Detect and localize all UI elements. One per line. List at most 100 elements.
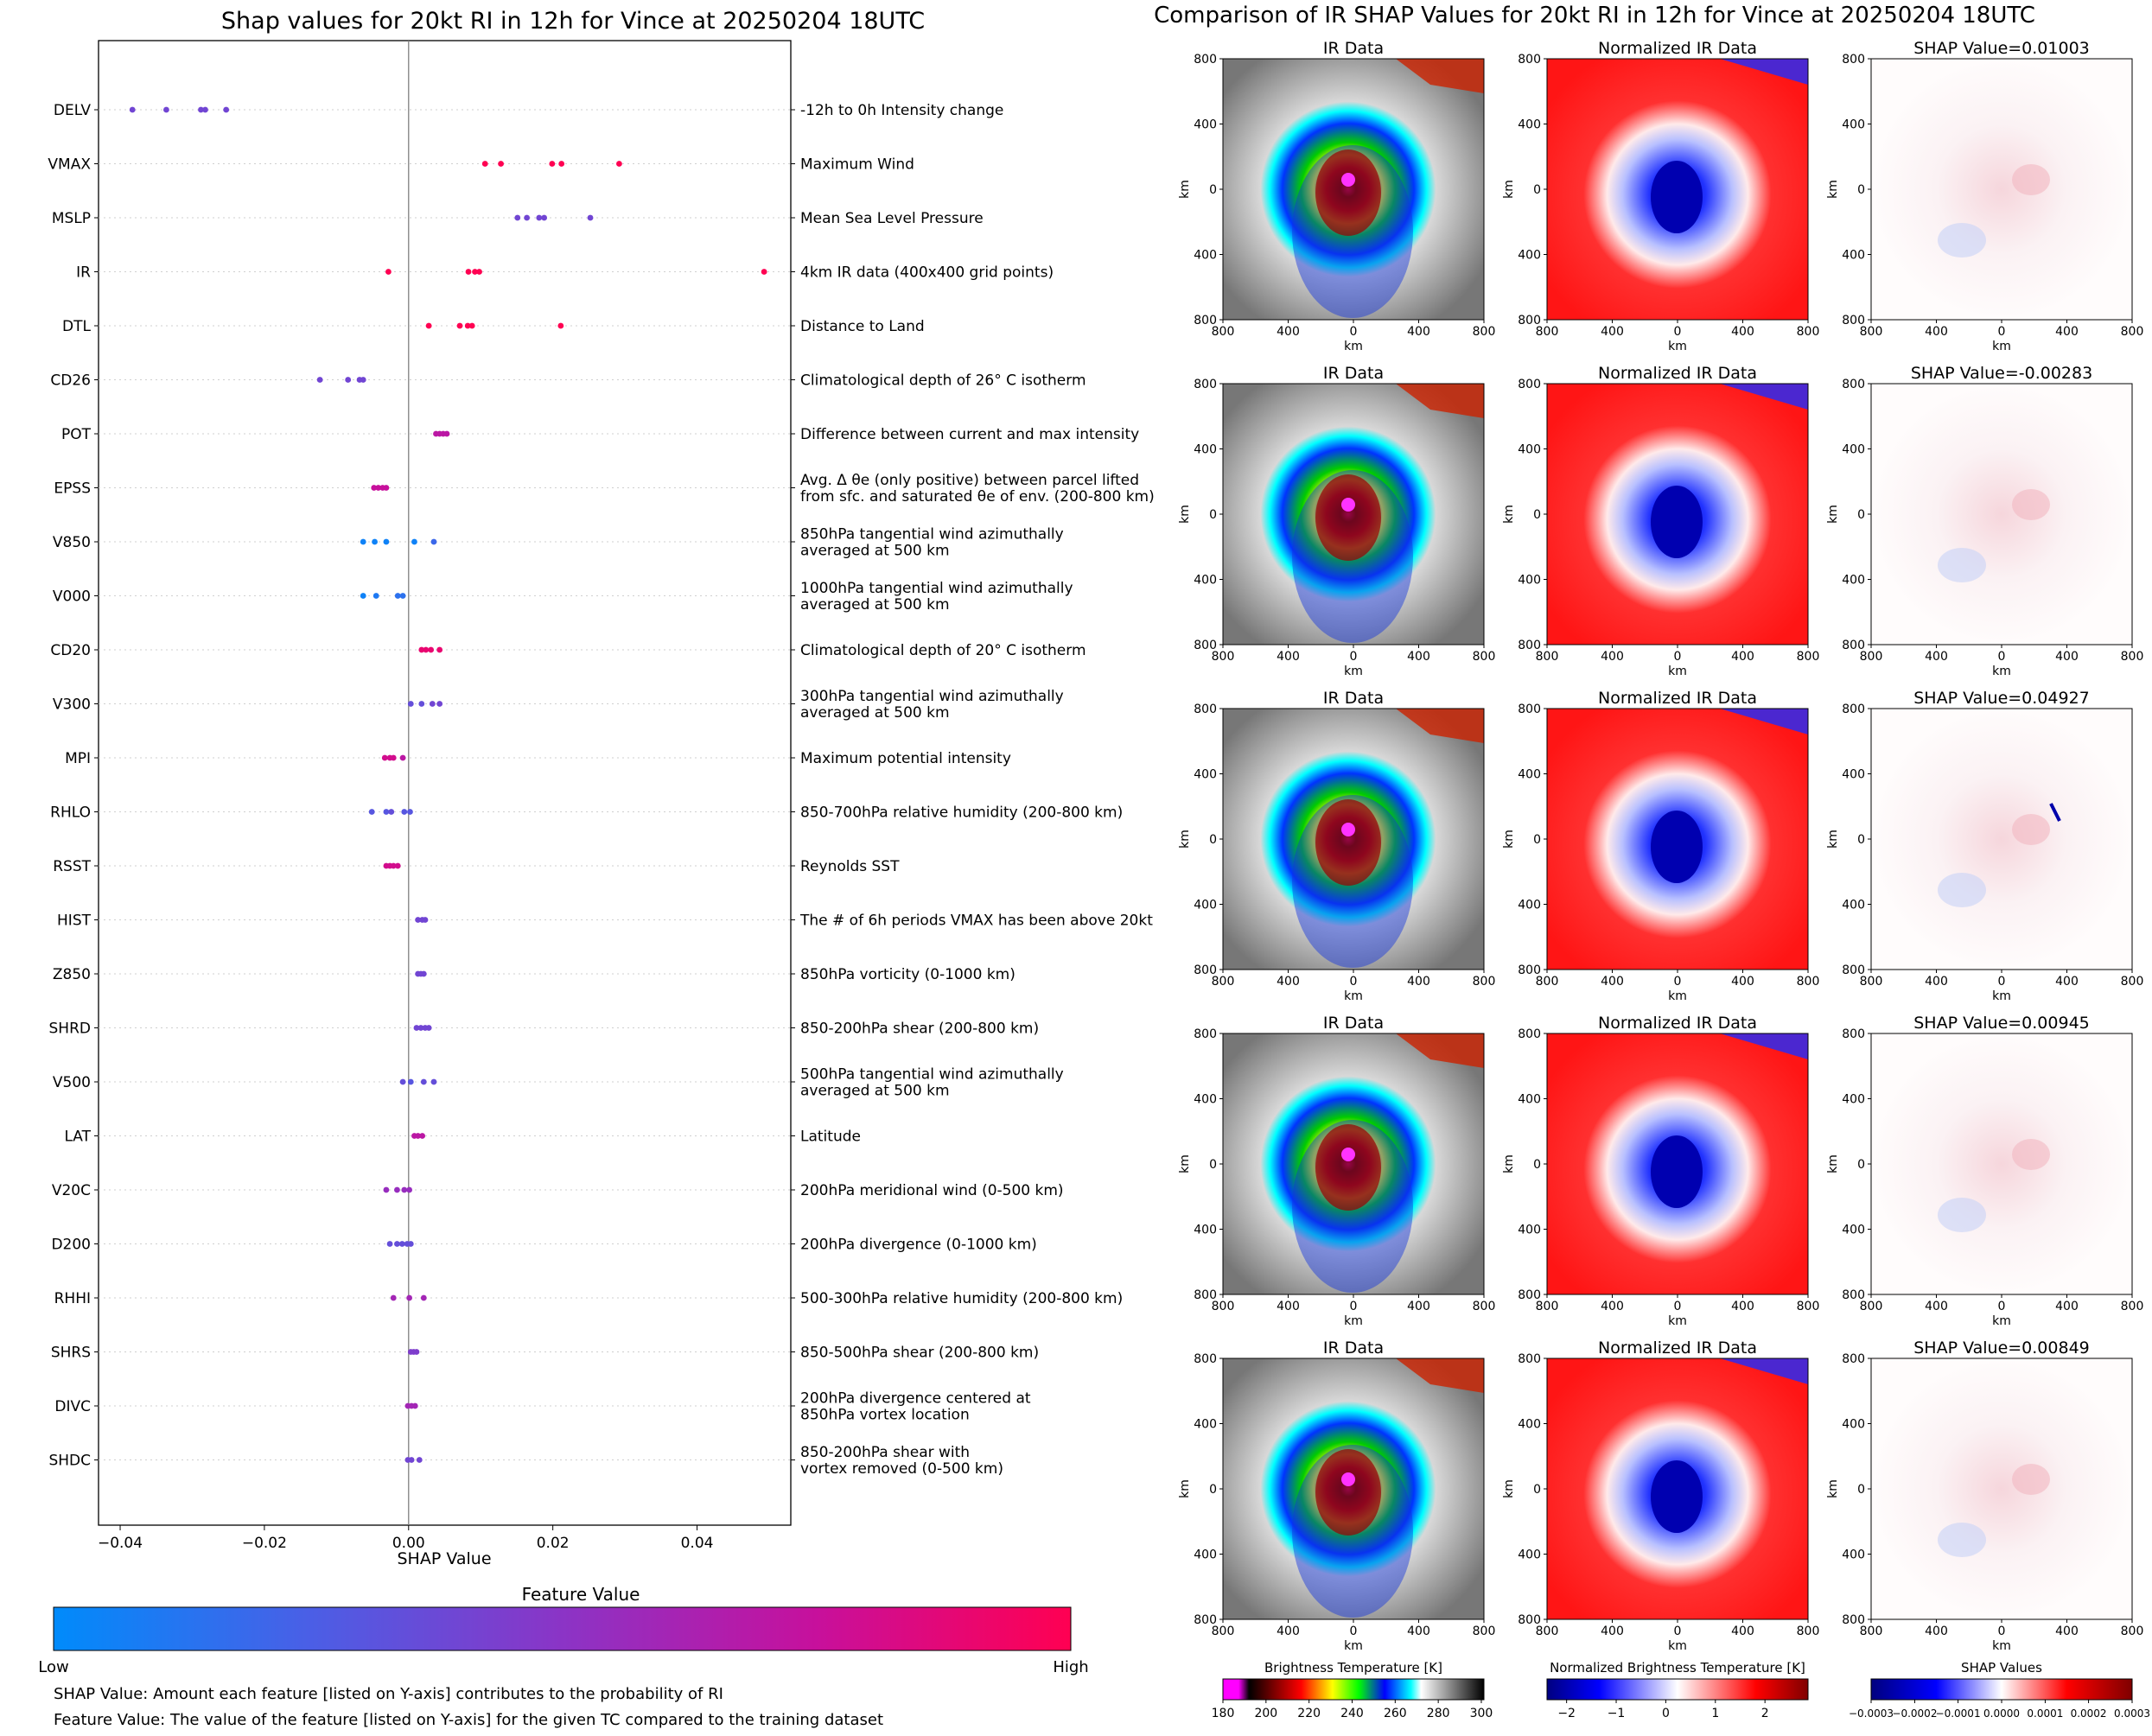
y-axis-label: km	[1178, 1154, 1192, 1173]
feature-name-label: CD26	[50, 372, 91, 390]
y-tick-label: 0	[1857, 1158, 1865, 1172]
feature-description-label: Reynolds SST	[800, 858, 900, 875]
feature-description-label: Difference between current and max inten…	[800, 426, 1139, 443]
shap-point	[430, 1078, 437, 1085]
shap-point	[420, 970, 427, 977]
x-tick-label: 400	[1407, 325, 1430, 339]
y-tick-label: 0	[1209, 1158, 1217, 1172]
y-tick-label: 0	[1209, 508, 1217, 522]
panel-title: IR Data	[1323, 1014, 1384, 1033]
y-tick-label: 400	[1194, 899, 1217, 913]
y-tick-label: 800	[1842, 703, 1865, 716]
feature-name-label: EPSS	[54, 480, 91, 498]
y-tick-label: 800	[1518, 639, 1541, 652]
panel-title: SHAP Value=0.00849	[1913, 1339, 2090, 1358]
shap-point	[464, 322, 471, 329]
feature-name-label: V000	[53, 588, 91, 606]
x-tick-label: 400	[2055, 650, 2079, 664]
feature-row-cd20: CD20 Climatological depth of 20° C isothe…	[50, 642, 1086, 659]
y-tick-label: 800	[1194, 703, 1217, 716]
shap-values-colorbar	[1870, 1678, 2133, 1701]
shap-point	[390, 754, 397, 761]
x-tick-label: 400	[1407, 975, 1430, 989]
y-tick-label: 400	[1194, 1093, 1217, 1107]
shap-value-image	[1871, 1358, 2132, 1619]
feature-description-label: 850-200hPa shear with	[800, 1444, 970, 1461]
shap-value-image	[1871, 709, 2132, 970]
shap-point	[418, 701, 425, 707]
storm-eye	[1341, 1472, 1355, 1486]
y-tick-label: 0	[1209, 833, 1217, 847]
storm-core	[1651, 811, 1703, 883]
storm-eye	[1341, 173, 1355, 187]
x-tick-label: 0	[1674, 325, 1682, 339]
feature-description-label: Maximum potential intensity	[800, 750, 1011, 767]
x-tick-label: 0.04	[681, 1535, 714, 1552]
x-tick-label: 400	[1731, 1625, 1754, 1638]
y-tick-label: 400	[1842, 249, 1865, 263]
x-tick-label: 400	[2055, 325, 2079, 339]
feature-description-label: 200hPa meridional wind (0-500 km)	[800, 1182, 1064, 1199]
feature-value-note: Feature Value: The value of the feature …	[54, 1711, 883, 1729]
shap-point	[524, 214, 531, 221]
y-tick-label: 800	[1842, 1027, 1865, 1041]
colorbar-tick-label: 300	[1470, 1707, 1493, 1720]
feature-row-rhlo: RHLO 850-700hPa relative humidity (200-80…	[50, 804, 1123, 822]
shap-point	[425, 1025, 432, 1031]
brightness-temperature-colorbar	[1222, 1678, 1485, 1701]
feature-name-label: V500	[53, 1074, 91, 1091]
shap-point	[406, 1186, 413, 1193]
feature-row-rhhi: RHHI 500-300hPa relative humidity (200-80…	[54, 1290, 1124, 1307]
colorbar-tick-label: 260	[1384, 1707, 1407, 1720]
y-tick-label: 400	[1842, 1548, 1865, 1562]
feature-name-label: RHHI	[54, 1290, 91, 1307]
x-axis-label: km	[1992, 1314, 2011, 1328]
x-tick-label: 400	[1731, 325, 1754, 339]
shap-point	[360, 377, 366, 383]
feature-row-d200: D200 200hPa divergence (0-1000 km)	[51, 1237, 1036, 1254]
shap-value-image	[1871, 59, 2132, 320]
x-tick-label: 0	[1998, 975, 2006, 989]
panel-title: Normalized IR Data	[1598, 39, 1757, 58]
y-tick-label: 800	[1194, 378, 1217, 391]
shap-blob	[2012, 1139, 2050, 1170]
y-tick-label: 800	[1842, 1613, 1865, 1627]
x-tick-label: 800	[1536, 325, 1559, 339]
y-tick-label: 0	[1857, 1483, 1865, 1497]
panel-title: Normalized IR Data	[1598, 1339, 1757, 1358]
panel-title: SHAP Value=0.01003	[1913, 39, 2090, 58]
panel-title: Normalized IR Data	[1598, 1014, 1757, 1033]
storm-core	[1315, 149, 1381, 236]
feature-row-lat: LAT Latitude	[64, 1129, 861, 1146]
x-tick-label: 0.02	[537, 1535, 570, 1552]
x-tick-label: 800	[1212, 325, 1235, 339]
y-tick-label: 800	[1518, 703, 1541, 716]
x-axis-label: km	[1668, 1314, 1687, 1328]
shap-point	[481, 161, 488, 167]
y-tick-label: 400	[1194, 249, 1217, 263]
feature-name-label: V300	[53, 696, 91, 714]
x-tick-label: 0	[1674, 975, 1682, 989]
feature-description-label: 850-700hPa relative humidity (200-800 km…	[800, 804, 1123, 822]
shap-point	[399, 1078, 406, 1085]
colorbar-tick-label: 2	[1761, 1707, 1769, 1720]
y-tick-label: 400	[1518, 768, 1541, 782]
y-tick-label: 800	[1842, 53, 1865, 67]
x-tick-label: 0	[1998, 325, 2006, 339]
shap-values-colorbar-group: SHAP Values −0.0003−0.0002−0.0001 0.0000 0.…	[1849, 1660, 2150, 1720]
shap-blob	[1938, 873, 1986, 907]
feature-name-label: POT	[61, 426, 92, 443]
y-tick-label: 400	[1842, 118, 1865, 132]
feature-description-label: 500hPa tangential wind azimuthally	[800, 1066, 1064, 1084]
y-tick-label: 400	[1842, 1093, 1865, 1107]
y-tick-label: 800	[1194, 963, 1217, 977]
feature-row-v20c: V20C 200hPa meridional wind (0-500 km)	[52, 1182, 1064, 1199]
shap-point	[383, 809, 390, 815]
shap-point	[616, 161, 622, 167]
x-axis-label: km	[1344, 1639, 1363, 1653]
y-tick-label: 800	[1194, 53, 1217, 67]
y-tick-label: 800	[1194, 1352, 1217, 1366]
feature-description-label: Latitude	[800, 1129, 861, 1146]
